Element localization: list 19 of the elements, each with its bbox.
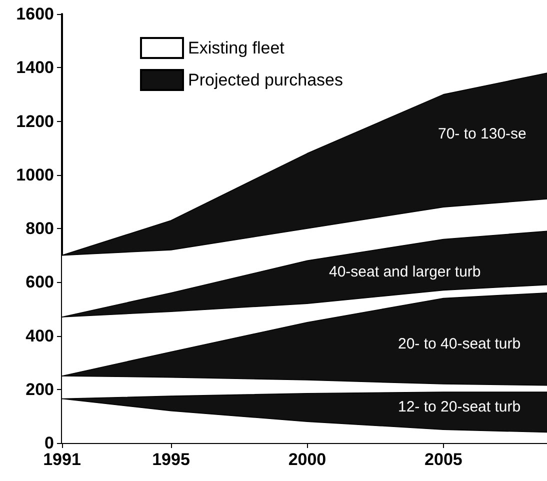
y-tick-label: 1000: [16, 165, 54, 184]
annotation: 40-seat and larger turb: [329, 264, 481, 280]
x-tick-label: 1991: [43, 450, 81, 469]
y-tick-label: 400: [26, 326, 54, 346]
annotation: 70- to 130-se: [438, 126, 526, 142]
y-tick-label: 200: [26, 380, 54, 399]
y-tick-label: 600: [26, 272, 54, 292]
legend-label: Existing fleet: [188, 38, 285, 58]
y-tick-label: 1600: [16, 4, 54, 24]
y-tick-label: 800: [26, 219, 54, 238]
y-tick-label: 1400: [16, 58, 54, 78]
y-tick-label: 1200: [16, 112, 54, 131]
x-tick-label: 2000: [288, 450, 326, 469]
y-tick-label: 0: [44, 434, 54, 452]
annotation: 20- to 40-seat turb: [398, 336, 521, 352]
annotation: 12- to 20-seat turb: [398, 398, 521, 416]
x-tick-label: 2005: [424, 450, 462, 469]
x-tick-label: 1995: [152, 450, 190, 469]
legend-label: Projected purchases: [188, 70, 343, 90]
